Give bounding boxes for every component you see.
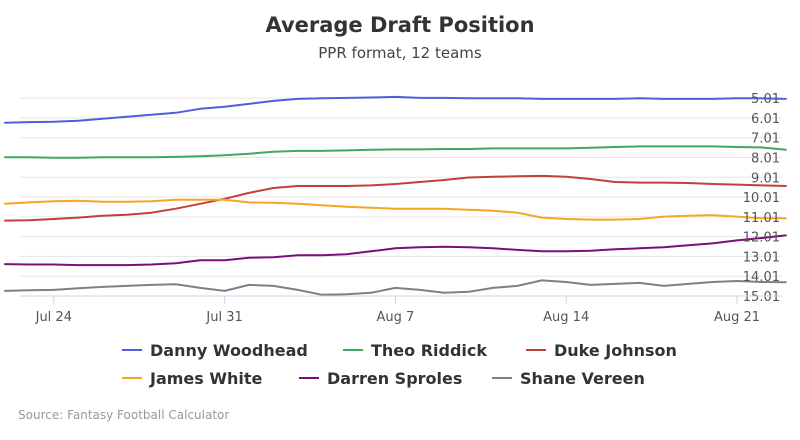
legend-label: Duke Johnson — [554, 341, 677, 360]
y-tick-label: 6.01 — [751, 112, 780, 127]
legend-item-james-white: James White — [122, 369, 263, 388]
y-tick-label: 7.01 — [751, 132, 780, 147]
chart-title: Average Draft Position — [265, 13, 534, 37]
y-tick-label: 14.01 — [743, 270, 780, 285]
series-line-theo-riddick — [4, 145, 787, 159]
y-tick-label: 5.01 — [751, 92, 780, 107]
legend-label: Shane Vereen — [520, 369, 645, 388]
y-axis: 5.01 6.01 7.01 8.01 9.01 10.01 11.01 12.01 13.01… — [743, 92, 780, 305]
gridlines — [20, 97, 782, 297]
legend-item-theo-riddick: Theo Riddick — [343, 341, 487, 360]
y-tick-label: 9.01 — [751, 171, 780, 186]
series-line-james-white — [4, 198, 787, 221]
legend-label: Danny Woodhead — [150, 341, 308, 360]
legend: Danny Woodhead Theo Riddick Duke Johnson Ja… — [122, 341, 677, 388]
y-tick-label: 11.01 — [743, 211, 780, 226]
x-axis: Jul 24 Jul 31 Aug 7 Aug 14 Aug 21 — [20, 295, 782, 325]
legend-item-duke-johnson: Duke Johnson — [526, 341, 677, 360]
legend-label: James White — [149, 369, 263, 388]
chart-subtitle: PPR format, 12 teams — [318, 44, 482, 62]
legend-item-danny-woodhead: Danny Woodhead — [122, 341, 308, 360]
x-tick-label: Aug 7 — [377, 310, 415, 325]
x-tick-label: Jul 24 — [35, 310, 72, 325]
series-line-danny-woodhead — [4, 95, 787, 124]
series-line-duke-johnson — [4, 174, 787, 222]
y-tick-label: 13.01 — [743, 250, 780, 265]
legend-item-shane-vereen: Shane Vereen — [492, 369, 645, 388]
y-tick-label: 8.01 — [751, 151, 780, 166]
x-tick-label: Jul 31 — [205, 310, 242, 325]
credits: Source: Fantasy Football Calculator — [18, 408, 229, 422]
x-tick-label: Aug 14 — [543, 310, 589, 325]
legend-item-darren-sproles: Darren Sproles — [299, 369, 462, 388]
series-line-shane-vereen — [4, 279, 787, 296]
series-layer — [4, 95, 787, 296]
x-tick-label: Aug 21 — [714, 310, 760, 325]
series-line-darren-sproles — [4, 234, 787, 267]
y-tick-label: 10.01 — [743, 191, 780, 206]
y-tick-label: 15.01 — [743, 290, 780, 305]
y-tick-label: 12.01 — [743, 231, 780, 246]
legend-label: Darren Sproles — [327, 369, 462, 388]
legend-label: Theo Riddick — [371, 341, 487, 360]
